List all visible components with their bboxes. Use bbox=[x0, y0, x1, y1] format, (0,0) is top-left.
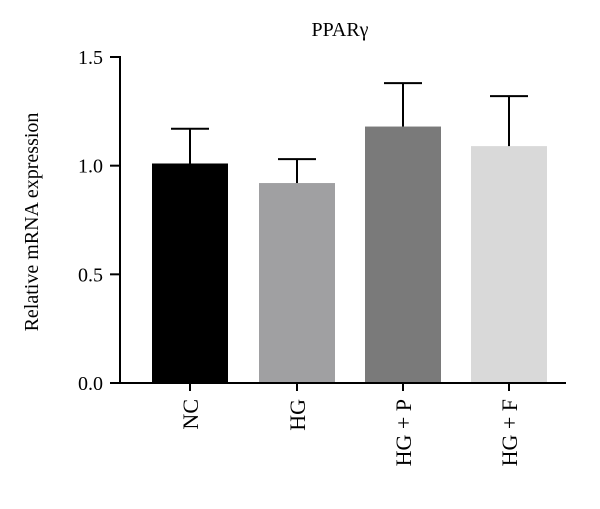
x-tick-label: HG bbox=[285, 399, 310, 431]
bar-hg-p bbox=[365, 126, 441, 384]
y-tick-label: 1.5 bbox=[78, 47, 103, 69]
x-tick-label: HG + P bbox=[391, 399, 416, 466]
y-tick-label: 0.0 bbox=[78, 373, 103, 395]
chart-title: PPARγ bbox=[311, 19, 368, 41]
x-tick-label: NC bbox=[178, 399, 203, 430]
y-tick-label: 1.0 bbox=[78, 156, 103, 178]
x-tick-label: HG + F bbox=[497, 399, 522, 466]
x-axis-tick-labels: NC HG HG + P HG + F bbox=[178, 383, 522, 466]
error-bars bbox=[171, 82, 528, 184]
y-tick-label: 0.5 bbox=[78, 264, 103, 286]
y-axis-label: Relative mRNA expression bbox=[21, 113, 43, 332]
y-axis-ticks: 0.0 0.5 1.0 1.5 bbox=[78, 47, 120, 395]
bars bbox=[152, 126, 547, 384]
bar-hg bbox=[259, 183, 335, 383]
bar-hg-f bbox=[471, 146, 547, 383]
bar-nc bbox=[152, 163, 228, 383]
